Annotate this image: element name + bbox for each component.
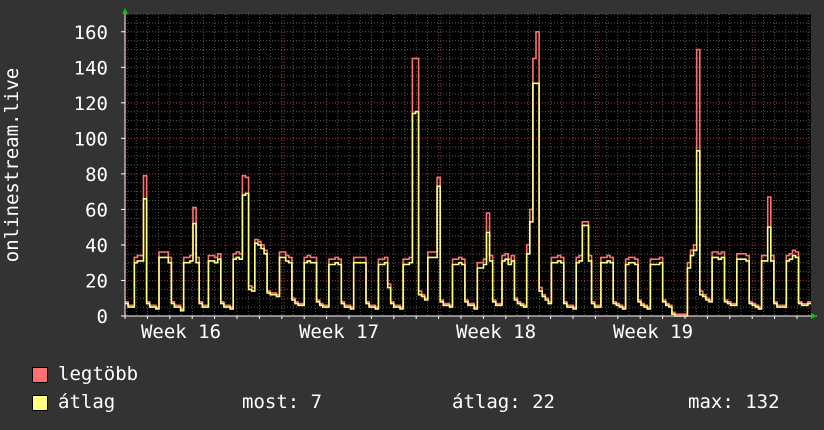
y-axis-arrow (122, 8, 128, 14)
x-tick-label: Week 16 (141, 321, 221, 343)
legend-item-avg: átlag most: 7 átlag: 22 max: 132 (30, 391, 810, 415)
y-tick-labels: 0 20 40 60 80 100 120 140 160 (74, 22, 108, 328)
x-tick-label: Week 17 (299, 321, 379, 343)
x-tick-label: Week 19 (613, 321, 693, 343)
y-axis-label: onlinestream.live (1, 68, 23, 262)
stat-maximum: max: 132 (688, 391, 780, 413)
y-tick-label: 80 (85, 164, 108, 186)
series-line-avg (125, 82, 811, 317)
y-tick-label: 140 (74, 57, 108, 79)
x-tick-labels: Week 16 Week 17 Week 18 Week 19 (141, 321, 693, 343)
stat-average: átlag: 22 (452, 391, 555, 413)
y-tick-label: 0 (97, 306, 108, 328)
y-tick-label: 60 (85, 199, 108, 221)
x-axis-arrow (811, 313, 817, 319)
y-tick-label: 20 (85, 270, 108, 292)
stat-current: most: 7 (242, 391, 323, 413)
series-layer (125, 31, 811, 317)
y-tick-label: 100 (74, 128, 108, 150)
legend-swatch-max (32, 367, 48, 383)
axes (121, 8, 817, 319)
legend-swatch-avg (32, 395, 48, 411)
legend-label-avg: átlag (58, 391, 116, 413)
y-tick-label: 120 (74, 93, 108, 115)
legend-label-max: legtöbb (58, 363, 139, 385)
y-tick-label: 160 (74, 22, 108, 44)
y-tick-label: 40 (85, 235, 108, 257)
x-tick-label: Week 18 (456, 321, 536, 343)
grid (124, 13, 811, 317)
